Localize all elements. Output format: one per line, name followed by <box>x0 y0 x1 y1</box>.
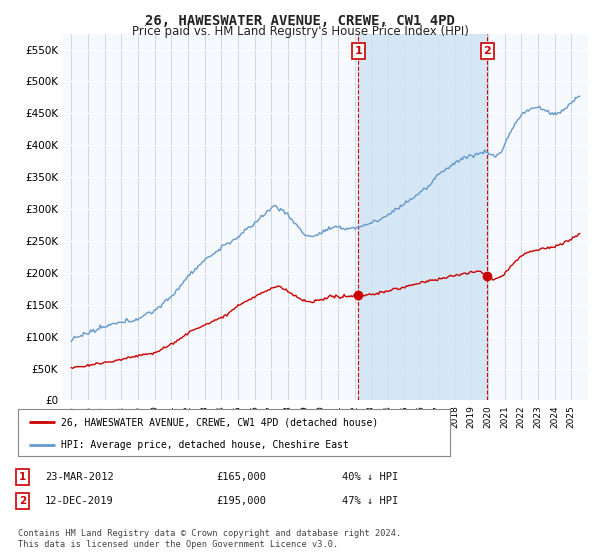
Text: HPI: Average price, detached house, Cheshire East: HPI: Average price, detached house, Ches… <box>61 440 349 450</box>
Bar <box>358 34 487 400</box>
Text: 26, HAWESWATER AVENUE, CREWE, CW1 4PD (detached house): 26, HAWESWATER AVENUE, CREWE, CW1 4PD (d… <box>61 417 379 427</box>
Text: 2: 2 <box>19 496 26 506</box>
Text: 1: 1 <box>19 472 26 482</box>
Text: 1: 1 <box>355 46 362 56</box>
Text: 26, HAWESWATER AVENUE, CREWE, CW1 4PD: 26, HAWESWATER AVENUE, CREWE, CW1 4PD <box>145 14 455 28</box>
Text: 23-MAR-2012: 23-MAR-2012 <box>45 472 114 482</box>
Text: 2: 2 <box>483 46 491 56</box>
Text: 47% ↓ HPI: 47% ↓ HPI <box>342 496 398 506</box>
Text: 12-DEC-2019: 12-DEC-2019 <box>45 496 114 506</box>
Text: Price paid vs. HM Land Registry's House Price Index (HPI): Price paid vs. HM Land Registry's House … <box>131 25 469 38</box>
Text: 40% ↓ HPI: 40% ↓ HPI <box>342 472 398 482</box>
Text: £195,000: £195,000 <box>216 496 266 506</box>
Text: £165,000: £165,000 <box>216 472 266 482</box>
Text: Contains HM Land Registry data © Crown copyright and database right 2024.
This d: Contains HM Land Registry data © Crown c… <box>18 529 401 549</box>
